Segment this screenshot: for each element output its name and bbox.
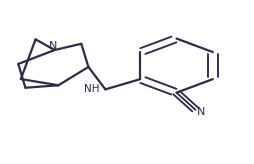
Text: NH: NH	[84, 84, 99, 94]
Text: N: N	[197, 107, 205, 116]
Text: N: N	[49, 41, 57, 51]
